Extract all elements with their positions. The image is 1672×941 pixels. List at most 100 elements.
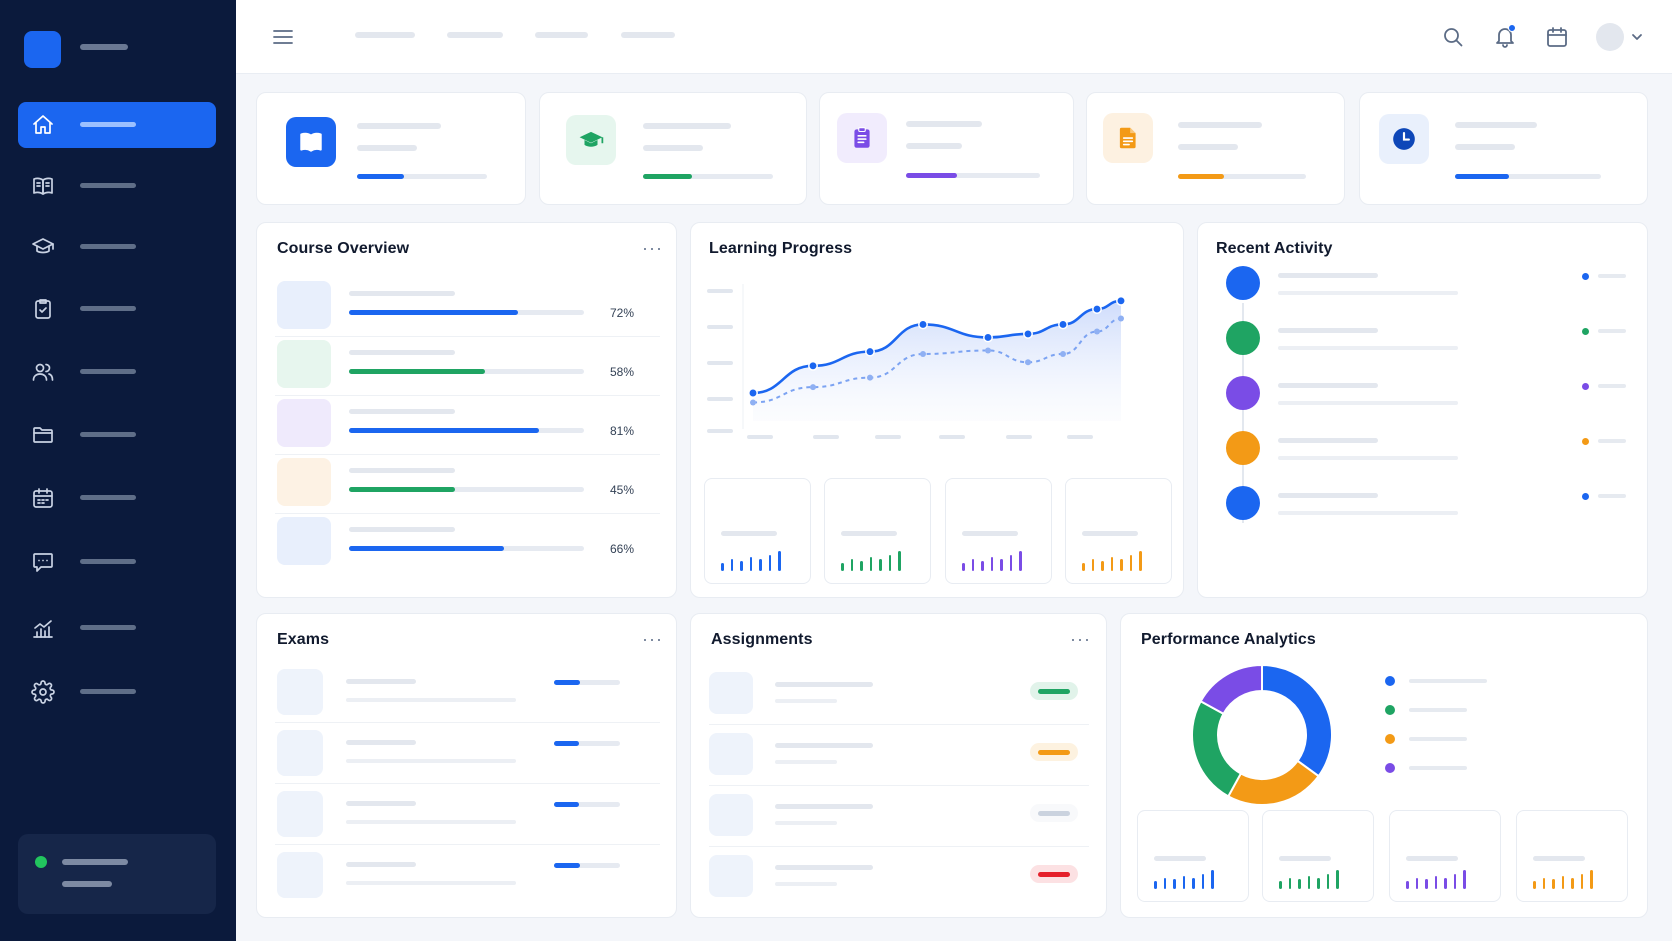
chat-icon [1234, 494, 1252, 512]
row-divider [275, 722, 660, 723]
sidebar-item-programs[interactable] [18, 224, 216, 270]
mini-label-placeholder [1279, 856, 1331, 861]
mini-sparkline [962, 547, 1022, 571]
legend-label-placeholder [1409, 708, 1467, 712]
panel-title: Exams [277, 631, 330, 648]
clock-icon[interactable] [639, 794, 659, 814]
data-point [810, 384, 816, 391]
y-tick-label [707, 397, 733, 401]
stat-card[interactable] [819, 92, 1074, 205]
avatar[interactable] [1596, 23, 1624, 51]
spark-bar [1298, 879, 1301, 889]
calendar-icon[interactable] [985, 865, 1005, 885]
calendar-icon[interactable] [985, 804, 1005, 824]
mini-stat-card[interactable] [1065, 478, 1172, 584]
stat-progress-bar [1455, 174, 1601, 179]
assignment-icon-tile [709, 733, 753, 775]
book-icon [33, 177, 53, 195]
mini-stat-card[interactable] [945, 478, 1052, 584]
mini-stat-card[interactable] [1516, 810, 1628, 902]
document-icon [1234, 274, 1252, 292]
clock-icon[interactable] [639, 733, 659, 753]
y-tick-label [707, 325, 733, 329]
exam-progress-fill [554, 863, 581, 868]
data-point [1092, 304, 1102, 315]
stat-card[interactable] [1359, 92, 1648, 205]
top-nav-link[interactable] [621, 32, 675, 38]
stat-value-placeholder [1455, 144, 1515, 150]
series-line-secondary [752, 317, 1122, 404]
calendar-icon[interactable] [985, 743, 1005, 763]
more-options-icon[interactable]: ··· [1070, 629, 1091, 649]
row-divider [275, 454, 660, 455]
stat-card[interactable] [256, 92, 526, 205]
mini-label-placeholder [841, 531, 897, 536]
spark-bar [759, 559, 762, 571]
menu-button[interactable] [270, 24, 296, 50]
notification-badge [1508, 24, 1516, 32]
app-logo[interactable] [24, 31, 61, 68]
y-tick-label [707, 429, 733, 433]
stat-icon-tile [286, 117, 336, 167]
sidebar-item-messages[interactable] [18, 539, 216, 585]
top-nav-link[interactable] [355, 32, 415, 38]
mini-stat-card[interactable] [824, 478, 931, 584]
activity-title-placeholder [1278, 493, 1378, 498]
mini-sparkline [1154, 865, 1214, 889]
spark-bar [1129, 555, 1132, 571]
mini-stat-card[interactable] [1389, 810, 1501, 902]
document-icon [1119, 127, 1136, 149]
top-nav-link[interactable] [447, 32, 503, 38]
more-options-icon[interactable]: ··· [642, 629, 663, 649]
stat-card[interactable] [1086, 92, 1345, 205]
spark-bar [1101, 561, 1104, 571]
calendar-icon[interactable] [985, 682, 1005, 702]
document-icon [720, 804, 742, 826]
spark-bar [888, 555, 891, 571]
spark-bar [1434, 876, 1437, 889]
stat-progress-fill [1178, 174, 1225, 179]
row-divider [275, 336, 660, 337]
sidebar-item-tasks[interactable] [18, 286, 216, 332]
spark-bar [1415, 878, 1418, 889]
sidebar-item-analytics[interactable] [18, 605, 216, 651]
calendar-icon [33, 488, 53, 508]
sidebar-item-students[interactable] [18, 349, 216, 395]
clock-icon[interactable] [639, 672, 659, 692]
spark-bar [869, 557, 872, 571]
more-options-icon[interactable]: ··· [642, 238, 663, 258]
cloud-upload-icon [1234, 329, 1252, 347]
mini-stat-card[interactable] [1137, 810, 1249, 902]
sidebar-item-courses[interactable] [18, 163, 216, 209]
stat-icon-tile [1103, 113, 1153, 163]
clock-icon[interactable] [639, 855, 659, 875]
spark-bar [1211, 870, 1214, 889]
spark-bar [1019, 551, 1022, 571]
top-nav-link[interactable] [535, 32, 588, 38]
sidebar-item-label [80, 183, 136, 188]
sidebar-item-calendar[interactable] [18, 475, 216, 521]
legend-label-placeholder [1409, 737, 1467, 741]
mini-stat-card[interactable] [1262, 810, 1374, 902]
mini-stat-card[interactable] [704, 478, 811, 584]
sidebar-item-files[interactable] [18, 412, 216, 458]
user-status-card[interactable] [18, 834, 216, 914]
calendar-button[interactable] [1544, 24, 1570, 50]
sidebar-item-settings[interactable] [18, 669, 216, 715]
spark-bar [1279, 881, 1282, 889]
assignment-status-badge [1030, 682, 1078, 700]
spark-bar [1163, 878, 1166, 889]
panel-title: Learning Progress [709, 240, 853, 257]
account-menu-toggle[interactable] [1629, 24, 1645, 50]
data-point [865, 346, 875, 357]
spark-bar [740, 561, 743, 571]
calendar-icon [1547, 27, 1567, 47]
data-point [1025, 359, 1031, 366]
spark-bar [1444, 878, 1447, 889]
stat-card[interactable] [539, 92, 807, 205]
spark-bar [971, 559, 974, 571]
data-point [1094, 328, 1100, 335]
notifications-button[interactable] [1492, 24, 1518, 50]
sidebar-item-home[interactable] [18, 102, 216, 148]
search-button[interactable] [1440, 24, 1466, 50]
